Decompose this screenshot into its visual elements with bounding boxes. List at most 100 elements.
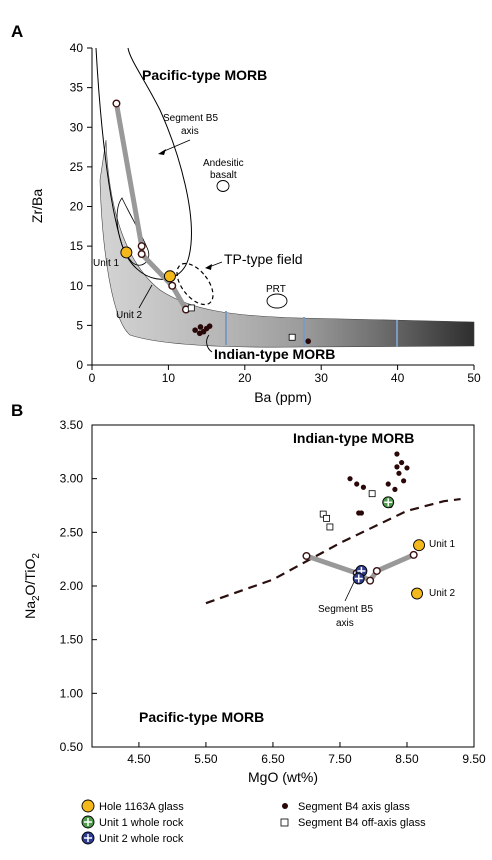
b4-off-axis-glass-point: [288, 333, 296, 341]
legend-marker-hole-1163a: [81, 799, 95, 813]
b4-axis-glass-point: [358, 510, 365, 516]
segment-b5-point: [366, 576, 375, 585]
axis-ticks-a: 0 10 20 30 40 50 0 5 10 15 20 25 30 35 40: [70, 41, 481, 385]
b4-axis-glass-point: [401, 478, 407, 484]
hole-1163a-glass-point: [163, 270, 176, 283]
tp-field-ellipse: [176, 262, 214, 306]
prt-ellipse: [266, 293, 288, 309]
x-tick-label: 5.50: [194, 752, 218, 766]
y-tick-label: 40: [70, 41, 84, 55]
segment-b5-point: [137, 250, 146, 259]
indian-morb-band: [99, 139, 475, 348]
annotation-segment-b5-b-line2: axis: [336, 618, 354, 629]
boundary-line: [205, 497, 461, 605]
annotation-indian-b: Indian-type MORB: [293, 430, 414, 446]
axis-ticks-b: 4.50 5.50 6.50 7.50 8.50 9.50 0.50 1.00 1.50 2.00…: [60, 418, 486, 766]
b4-off-axis-glass-point: [187, 304, 195, 312]
plot-frame-b: [91, 424, 475, 748]
x-tick-label: 10: [162, 371, 176, 385]
annotation-unit2-b: Unit 2: [429, 588, 456, 599]
b4-axis-glass-point: [354, 481, 360, 487]
annotation-segment-b5-a-line2: axis: [181, 126, 199, 137]
arrow-segment-b5-a: [161, 139, 191, 153]
hole-1163a-glass-point: [411, 587, 423, 600]
b4-axis-glass-point: [347, 476, 353, 482]
x-axis-label-a: Ba (ppm): [254, 389, 312, 405]
x-tick-label: 30: [315, 371, 329, 385]
y-tick-label: 2.50: [60, 525, 84, 539]
annotation-pacific-b: Pacific-type MORB: [139, 709, 264, 725]
annotation-unit1-b: Unit 1: [429, 539, 456, 550]
annotation-indian-a: Indian-type MORB: [214, 346, 335, 362]
y-tick-label: 5: [76, 318, 83, 332]
y-tick-label: 20: [70, 200, 84, 214]
legend-marker-unit2-whole-rock: [81, 831, 95, 845]
annotation-tp-field: TP-type field: [224, 251, 303, 267]
y-tick-label: 0.50: [60, 740, 84, 754]
b4-off-axis-glass-point: [326, 523, 334, 531]
data-marks-b: [302, 451, 425, 600]
panel-label-b: B: [11, 401, 23, 420]
b4-axis-glass-point: [192, 327, 198, 333]
pacific-morb-field: [95, 47, 192, 280]
segment-b5-point: [168, 281, 177, 290]
segment-b5-point: [302, 551, 311, 560]
b4-axis-glass-point: [360, 484, 367, 490]
data-marks-a: [112, 99, 312, 345]
b4-axis-glass-point: [196, 330, 203, 337]
arrow-indian-a: [206, 334, 213, 353]
y-axis-label-a: Zr/Ba: [29, 189, 45, 223]
y-tick-label: 10: [70, 279, 84, 293]
y-tick-label: 30: [70, 120, 84, 134]
b4-axis-glass-point: [404, 465, 410, 471]
b4-axis-glass-point: [399, 459, 405, 466]
legend-label: Hole 1163A glass: [99, 801, 184, 813]
b4-axis-glass-point: [305, 338, 312, 345]
x-tick-label: 9.50: [462, 752, 486, 766]
segment-b5-point: [112, 99, 121, 108]
unit1-whole-rock-point: [382, 496, 395, 509]
annotation-segment-b5-b-line1: Segment B5: [318, 604, 373, 615]
panel-b: 4.50 5.50 6.50 7.50 8.50 9.50 0.50 1.00 1.50 2.00…: [22, 418, 486, 785]
legend-marker-unit1-whole-rock: [81, 815, 95, 829]
panel-label-a: A: [11, 22, 23, 41]
legend-label: Segment B4 off-axis glass: [298, 817, 426, 829]
x-tick-label: 40: [391, 371, 405, 385]
annotation-unit2-a: Unit 2: [116, 310, 143, 321]
annotation-andesitic-line2: basalt: [210, 170, 237, 181]
annotation-andesitic-line1: Andesitic: [203, 158, 244, 169]
annotation-segment-b5-a-line1: Segment B5: [163, 113, 218, 124]
segment-b5-point: [409, 550, 418, 559]
b4-axis-glass-point: [206, 323, 213, 329]
y-tick-label: 3.50: [60, 418, 84, 432]
b4-axis-glass-point: [394, 464, 400, 470]
legend-marker-b4-off-axis-glass: [280, 818, 289, 827]
legend-marker-b4-axis-glass: [282, 803, 288, 809]
x-tick-label: 7.50: [328, 752, 352, 766]
y-tick-label: 1.50: [60, 633, 84, 647]
hole-1163a-glass-point: [120, 246, 133, 259]
unit2-whole-rock-point: [352, 572, 365, 585]
arrow-tp-field-head: [205, 264, 212, 270]
b4-axis-glass-point: [396, 470, 402, 476]
arrow-segment-b5-a-head: [158, 149, 166, 155]
y-tick-label: 2.00: [60, 579, 84, 593]
segment-b5-point: [372, 566, 381, 575]
b4-axis-glass-point: [392, 486, 398, 492]
b4-axis-glass-point: [197, 324, 204, 330]
b4-axis-glass-point: [394, 451, 400, 457]
andesitic-basalt-ellipse: [216, 180, 230, 192]
legend: Hole 1163A glass Unit 1 whole rock Unit …: [81, 799, 426, 845]
hole-1163a-glass-point: [413, 539, 425, 552]
y-tick-label: 35: [70, 81, 84, 95]
x-tick-label: 6.50: [261, 752, 285, 766]
leader-segment-b5-b: [344, 581, 355, 602]
segment-b5-point: [137, 242, 146, 251]
annotation-prt: PRT: [266, 284, 286, 295]
b4-axis-glass-point: [385, 481, 391, 487]
y-tick-label: 0: [76, 358, 83, 372]
legend-label: Unit 2 whole rock: [99, 833, 184, 845]
y-tick-label: 25: [70, 160, 84, 174]
legend-label: Unit 1 whole rock: [99, 817, 184, 829]
